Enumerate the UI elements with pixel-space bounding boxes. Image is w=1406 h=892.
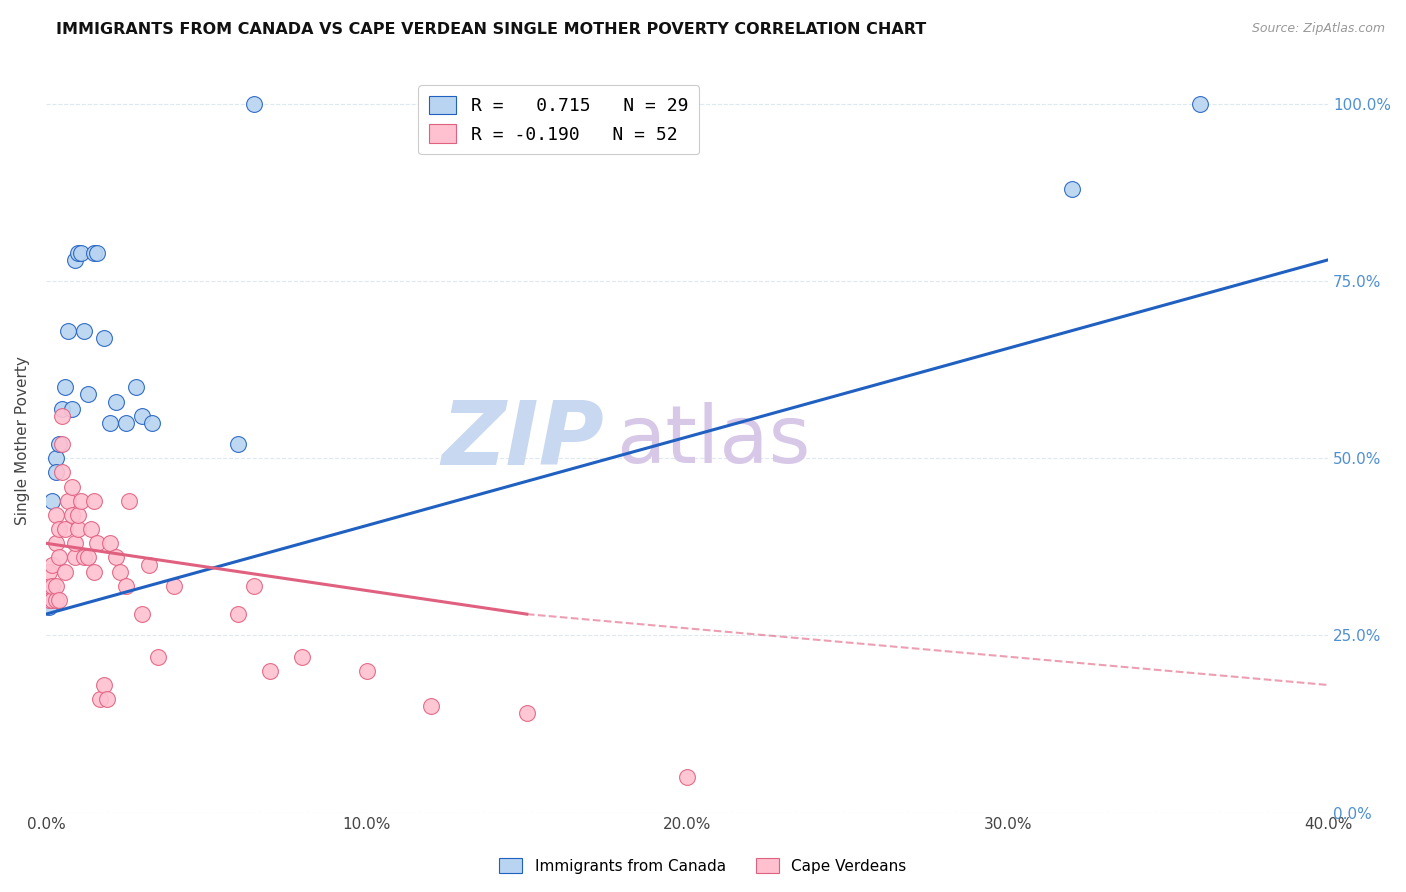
Point xyxy=(83,493,105,508)
Point xyxy=(51,466,73,480)
Point xyxy=(60,480,83,494)
Point xyxy=(45,451,67,466)
Point xyxy=(118,493,141,508)
Point xyxy=(1060,182,1083,196)
Text: ZIP: ZIP xyxy=(441,397,603,484)
Point xyxy=(138,558,160,572)
Point xyxy=(419,699,441,714)
Point xyxy=(73,324,96,338)
Y-axis label: Single Mother Poverty: Single Mother Poverty xyxy=(15,356,30,525)
Text: IMMIGRANTS FROM CANADA VS CAPE VERDEAN SINGLE MOTHER POVERTY CORRELATION CHART: IMMIGRANTS FROM CANADA VS CAPE VERDEAN S… xyxy=(56,22,927,37)
Point xyxy=(73,550,96,565)
Point xyxy=(38,565,60,579)
Point xyxy=(83,245,105,260)
Point xyxy=(48,593,70,607)
Point xyxy=(83,565,105,579)
Point xyxy=(1188,97,1211,112)
Point xyxy=(243,579,266,593)
Point xyxy=(63,252,86,267)
Point xyxy=(86,536,108,550)
Point xyxy=(70,493,93,508)
Legend: Immigrants from Canada, Cape Verdeans: Immigrants from Canada, Cape Verdeans xyxy=(494,852,912,880)
Point xyxy=(98,536,121,550)
Point xyxy=(141,416,163,430)
Point xyxy=(41,579,63,593)
Point xyxy=(45,579,67,593)
Point xyxy=(86,245,108,260)
Point xyxy=(66,508,89,522)
Point xyxy=(125,380,148,394)
Point xyxy=(38,593,60,607)
Legend: R =   0.715   N = 29, R = -0.190   N = 52: R = 0.715 N = 29, R = -0.190 N = 52 xyxy=(419,85,699,154)
Point xyxy=(48,522,70,536)
Point xyxy=(115,579,138,593)
Point xyxy=(76,387,98,401)
Point xyxy=(131,607,153,621)
Point xyxy=(96,692,118,706)
Point xyxy=(76,550,98,565)
Point xyxy=(676,770,699,784)
Text: atlas: atlas xyxy=(617,401,811,480)
Point xyxy=(58,493,80,508)
Point xyxy=(291,649,314,664)
Point xyxy=(51,437,73,451)
Point xyxy=(226,607,249,621)
Point xyxy=(63,536,86,550)
Point xyxy=(38,600,60,615)
Point xyxy=(115,416,138,430)
Point xyxy=(105,550,128,565)
Point xyxy=(60,508,83,522)
Point xyxy=(41,586,63,600)
Point xyxy=(41,558,63,572)
Point xyxy=(259,664,281,678)
Point xyxy=(356,664,378,678)
Point xyxy=(89,692,111,706)
Point xyxy=(516,706,538,721)
Point xyxy=(38,579,60,593)
Point xyxy=(53,522,76,536)
Point xyxy=(66,245,89,260)
Point xyxy=(38,593,60,607)
Point xyxy=(41,493,63,508)
Point xyxy=(70,245,93,260)
Point xyxy=(58,324,80,338)
Point xyxy=(45,466,67,480)
Point xyxy=(48,550,70,565)
Point xyxy=(53,380,76,394)
Point xyxy=(53,565,76,579)
Point xyxy=(60,401,83,416)
Point xyxy=(243,97,266,112)
Point xyxy=(45,508,67,522)
Point xyxy=(41,593,63,607)
Point xyxy=(45,593,67,607)
Point xyxy=(51,401,73,416)
Point xyxy=(45,536,67,550)
Point xyxy=(163,579,186,593)
Point xyxy=(131,409,153,423)
Point xyxy=(48,437,70,451)
Point xyxy=(98,416,121,430)
Point xyxy=(108,565,131,579)
Point xyxy=(93,331,115,345)
Point xyxy=(146,649,169,664)
Text: Source: ZipAtlas.com: Source: ZipAtlas.com xyxy=(1251,22,1385,36)
Point xyxy=(51,409,73,423)
Point xyxy=(80,522,103,536)
Point xyxy=(63,550,86,565)
Point xyxy=(66,522,89,536)
Point xyxy=(226,437,249,451)
Point xyxy=(105,394,128,409)
Point xyxy=(93,678,115,692)
